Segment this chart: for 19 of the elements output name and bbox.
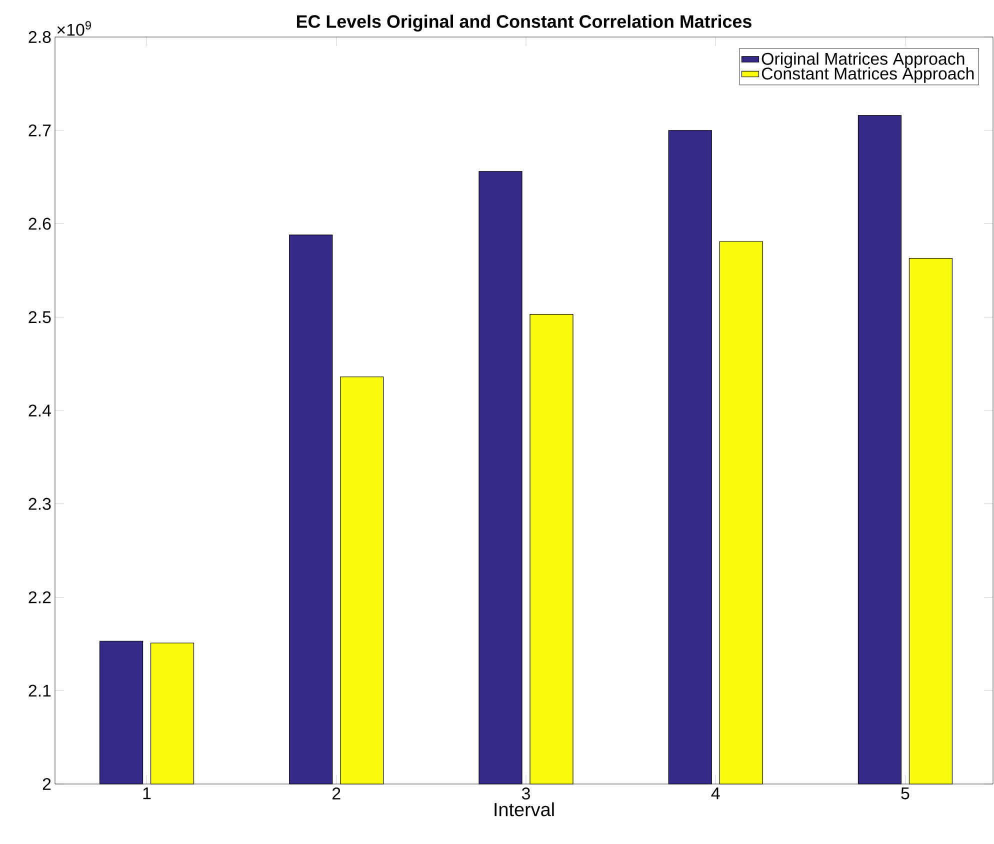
x-tick-label: 4 bbox=[711, 788, 720, 800]
legend-label: Original Matrices Approach bbox=[762, 52, 964, 68]
y-tick-label: 2.4 bbox=[28, 404, 51, 416]
x-tick-label: 2 bbox=[332, 788, 340, 800]
x-tick-label: 1 bbox=[143, 788, 151, 800]
y-tick-label: 2.3 bbox=[28, 498, 51, 510]
x-axis-title: Interval bbox=[494, 802, 554, 816]
chart-title: EC Levels Original and Constant Correlation Matrices bbox=[297, 14, 752, 32]
x-tick-label: 5 bbox=[901, 788, 910, 800]
y-tick-label: 2 bbox=[42, 778, 51, 790]
y-tick-label: 2.6 bbox=[28, 218, 51, 230]
y-tick-label: 2.7 bbox=[28, 124, 51, 136]
x-tick-label: 3 bbox=[522, 788, 530, 800]
y-tick-label: 2.2 bbox=[28, 591, 51, 604]
legend-label: Constant Matrices Approach bbox=[762, 67, 974, 83]
y-tick-label: 2.1 bbox=[28, 684, 51, 697]
text: ×10$^{9}$ bbox=[57, 21, 91, 36]
y-tick-label: 2.8 bbox=[28, 31, 51, 43]
y-tick-label: 2.5 bbox=[28, 311, 51, 324]
